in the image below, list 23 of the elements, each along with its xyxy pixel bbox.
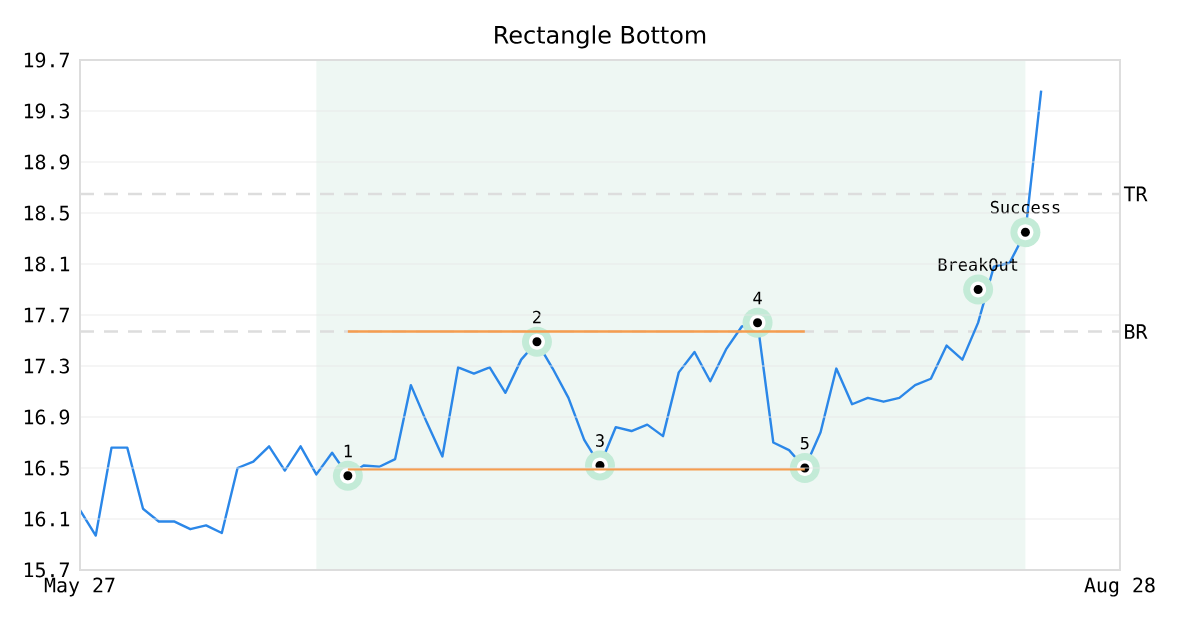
y-tick-label: 17.3 bbox=[24, 358, 69, 374]
annotation: 4 bbox=[753, 291, 762, 305]
y-tick-label: 16.1 bbox=[24, 511, 70, 527]
annotation: 1 bbox=[344, 444, 352, 458]
y-tick-label: 18.5 bbox=[24, 205, 69, 221]
y-tick-label: 19.3 bbox=[24, 103, 69, 119]
annotation: 5 bbox=[800, 436, 809, 450]
y-tick-label: 18.1 bbox=[24, 256, 70, 272]
y-tick-label: 16.5 bbox=[24, 460, 69, 476]
y-tick-label: 18.9 bbox=[24, 154, 70, 170]
y-tick-label: 17.7 bbox=[24, 307, 69, 323]
annotation: 2 bbox=[533, 310, 541, 324]
x-tick-label: Aug 28 bbox=[1084, 577, 1155, 597]
annotation: 3 bbox=[596, 434, 604, 447]
annotation: BreakOut bbox=[938, 257, 1018, 271]
point bbox=[963, 274, 994, 305]
x-tick-label: May 27 bbox=[44, 577, 115, 597]
y-tick-label: 16.9 bbox=[24, 409, 70, 425]
ref-line-label: TR bbox=[1123, 186, 1148, 202]
y-tick-label: 19.7 bbox=[24, 52, 69, 68]
ref-line-label: BR bbox=[1125, 324, 1148, 339]
chart-title: Rectangle Bottom bbox=[495, 25, 706, 49]
y-tick-label: 15.7 bbox=[24, 562, 69, 578]
